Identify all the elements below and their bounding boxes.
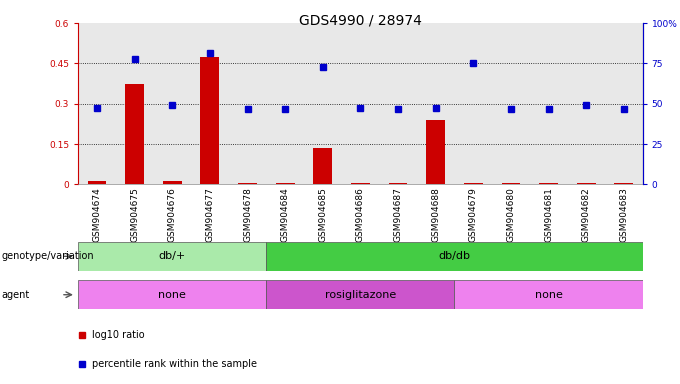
Text: none: none [158, 290, 186, 300]
Bar [163, 181, 182, 184]
Bar [389, 183, 407, 184]
Text: agent: agent [1, 290, 30, 300]
Text: log10 ratio: log10 ratio [92, 330, 144, 340]
Text: db/+: db/+ [158, 251, 186, 262]
Bar [276, 183, 294, 184]
Text: genotype/variation: genotype/variation [1, 251, 94, 262]
Bar [238, 183, 257, 184]
Text: percentile rank within the sample: percentile rank within the sample [92, 359, 257, 369]
Bar [539, 183, 558, 184]
Bar [125, 84, 144, 184]
Text: none: none [534, 290, 562, 300]
Bar [88, 181, 106, 184]
Bar [267, 242, 643, 271]
Bar [313, 148, 332, 184]
Text: GDS4990 / 28974: GDS4990 / 28974 [299, 13, 422, 27]
Text: db/db: db/db [439, 251, 471, 262]
Bar [502, 183, 520, 184]
Text: rosiglitazone: rosiglitazone [325, 290, 396, 300]
Bar [267, 280, 454, 309]
Bar [78, 280, 267, 309]
Bar [351, 183, 370, 184]
Bar [454, 280, 643, 309]
Bar [615, 183, 633, 184]
Bar [577, 183, 596, 184]
Bar [464, 183, 483, 184]
Bar [78, 242, 267, 271]
Bar [426, 120, 445, 184]
Bar [201, 56, 219, 184]
